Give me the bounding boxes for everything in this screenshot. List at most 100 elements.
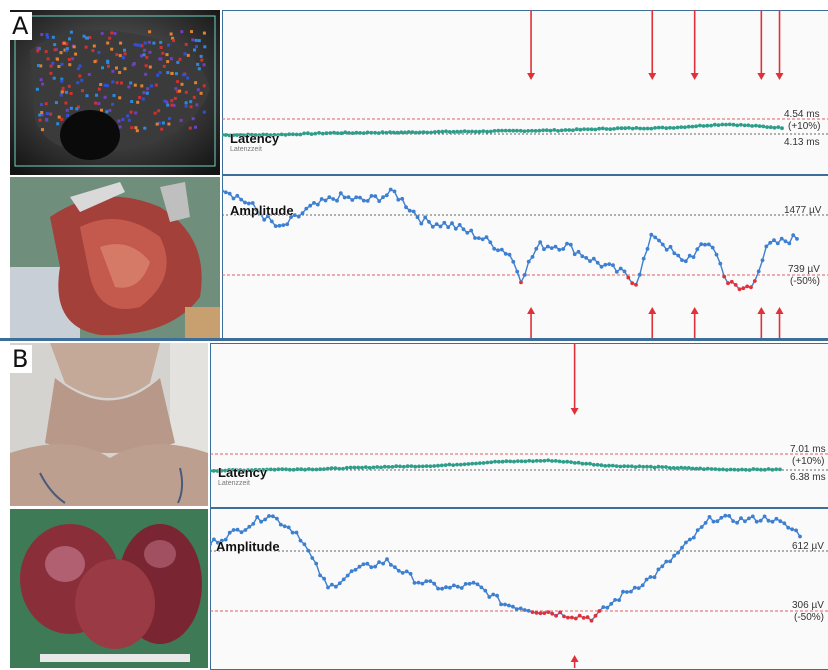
latency-point bbox=[299, 467, 304, 472]
latency-point bbox=[751, 467, 756, 471]
latency-point bbox=[371, 465, 376, 470]
doppler-speckle bbox=[178, 89, 182, 93]
amplitude-point bbox=[469, 228, 474, 233]
amplitude-point bbox=[308, 203, 313, 208]
amplitude-point bbox=[576, 249, 581, 254]
doppler-speckle bbox=[140, 84, 144, 88]
latency-point bbox=[757, 124, 762, 128]
latency-point bbox=[511, 128, 516, 133]
amplitude-point bbox=[714, 252, 719, 257]
latency-point bbox=[759, 467, 763, 472]
doppler-speckle bbox=[88, 36, 92, 39]
amplitude-point bbox=[259, 519, 263, 524]
doppler-speckle bbox=[110, 47, 114, 51]
doppler-speckle bbox=[53, 48, 57, 52]
latency-point bbox=[462, 129, 467, 134]
amplitude-point bbox=[589, 618, 594, 623]
latency-baseline-value: 4.13 ms bbox=[784, 137, 820, 148]
latency-point bbox=[679, 465, 684, 470]
latency-point bbox=[770, 467, 775, 472]
amplitude-point bbox=[365, 199, 370, 203]
latency-point bbox=[318, 467, 323, 472]
amplitude-point bbox=[640, 583, 645, 588]
amplitude-point bbox=[384, 193, 389, 198]
latency-point bbox=[686, 466, 691, 470]
amplitude-point bbox=[278, 522, 283, 527]
latency-point bbox=[219, 468, 224, 473]
amplitude-point bbox=[684, 540, 688, 545]
doppler-speckle bbox=[156, 73, 160, 77]
amplitude-point bbox=[546, 610, 551, 614]
amplitude-point bbox=[723, 513, 728, 518]
amplitude-point bbox=[438, 224, 443, 229]
doppler-speckle bbox=[172, 39, 176, 42]
doppler-speckle bbox=[57, 115, 61, 119]
doppler-speckle bbox=[148, 30, 152, 34]
doppler-speckle bbox=[127, 118, 131, 122]
panel-a-chart: Latency Latenzzeit 4.54 ms (+10%) 4.13 m… bbox=[222, 10, 828, 338]
latency-point bbox=[584, 461, 589, 466]
amplitude-point bbox=[392, 189, 397, 194]
latency-point bbox=[500, 128, 504, 133]
amplitude-lower-value: 739 µV bbox=[788, 264, 820, 275]
amplitude-point bbox=[254, 207, 259, 212]
latency-point bbox=[627, 126, 631, 130]
amplitude-point bbox=[446, 225, 451, 230]
latency-point bbox=[451, 463, 456, 467]
latency-point bbox=[518, 128, 523, 133]
latency-point bbox=[515, 128, 519, 133]
latency-point bbox=[589, 127, 594, 132]
latency-point bbox=[406, 130, 411, 134]
latency-point bbox=[712, 122, 717, 127]
latency-point bbox=[593, 127, 598, 132]
latency-point bbox=[705, 466, 710, 471]
amplitude-point bbox=[499, 602, 503, 607]
doppler-speckle bbox=[196, 88, 200, 92]
amplitude-point bbox=[459, 586, 464, 590]
amplitude-point bbox=[672, 251, 677, 256]
doppler-speckle bbox=[180, 82, 184, 86]
latency-point bbox=[413, 464, 418, 469]
latency-point bbox=[341, 466, 345, 471]
latency-point bbox=[664, 465, 668, 469]
latency-point bbox=[420, 464, 425, 469]
latency-point bbox=[567, 128, 572, 132]
doppler-speckle bbox=[157, 109, 161, 113]
doppler-speckle bbox=[65, 49, 69, 53]
doppler-speckle bbox=[129, 110, 133, 114]
doppler-speckle bbox=[140, 54, 143, 58]
latency-point bbox=[223, 133, 228, 137]
amplitude-point bbox=[357, 564, 362, 569]
amplitude-point bbox=[778, 519, 783, 524]
doppler-speckle bbox=[194, 125, 197, 129]
latency-point bbox=[210, 469, 212, 473]
amplitude-point bbox=[573, 616, 578, 621]
doppler-speckle bbox=[184, 101, 188, 105]
doppler-speckle bbox=[68, 63, 72, 67]
latency-point bbox=[394, 464, 399, 469]
amplitude-point bbox=[634, 282, 638, 287]
latency-point bbox=[265, 467, 269, 472]
doppler-speckle bbox=[135, 43, 139, 47]
amplitude-point bbox=[434, 222, 439, 227]
doppler-speckle bbox=[45, 118, 48, 121]
amplitude-point bbox=[235, 193, 240, 198]
amplitude-point bbox=[353, 567, 358, 572]
latency-point bbox=[211, 469, 216, 473]
doppler-speckle bbox=[94, 101, 98, 105]
doppler-speckle bbox=[85, 94, 89, 98]
latency-upper-note: (+10%) bbox=[792, 456, 825, 467]
latency-point bbox=[253, 467, 258, 472]
amplitude-point bbox=[273, 224, 278, 229]
doppler-speckle bbox=[53, 43, 57, 47]
amplitude-point bbox=[243, 528, 248, 532]
latency-point bbox=[306, 467, 311, 471]
latency-point bbox=[466, 462, 471, 466]
doppler-speckle bbox=[152, 41, 156, 45]
amplitude-point bbox=[743, 519, 747, 524]
event-arrow-up-head bbox=[570, 655, 579, 662]
doppler-speckle bbox=[60, 90, 64, 94]
latency-point bbox=[667, 466, 672, 470]
latency-point bbox=[561, 460, 566, 464]
amplitude-point bbox=[519, 280, 523, 285]
